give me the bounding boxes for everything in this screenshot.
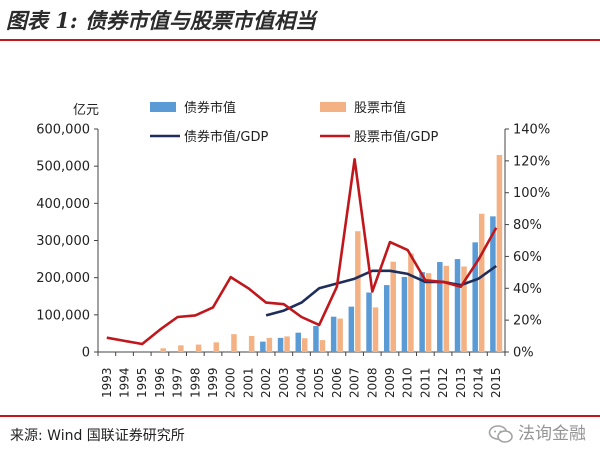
- x-tick-label: 2002: [259, 367, 273, 398]
- y-left-tick-label: 100,000: [36, 308, 90, 323]
- x-tick-label: 1997: [171, 367, 185, 398]
- y-left-unit-label: 亿元: [73, 103, 99, 118]
- x-tick-label: 2015: [489, 367, 503, 398]
- x-tick-label: 1993: [100, 367, 114, 398]
- legend-bond-value-label: 债券市值: [184, 100, 236, 116]
- x-tick-label: 1998: [188, 367, 202, 398]
- y-right-tick-label: 60%: [513, 250, 542, 265]
- stock-value-bar: [266, 337, 273, 352]
- stock-value-bar: [478, 213, 485, 352]
- stock-value-bar: [425, 273, 432, 352]
- y-right-tick-label: 140%: [513, 123, 550, 138]
- x-tick-label: 2007: [348, 367, 362, 398]
- x-tick-label: 2001: [241, 367, 255, 398]
- stock-value-bar: [213, 342, 220, 352]
- y-left-tick-label: 500,000: [36, 160, 90, 175]
- bond-value-bar: [490, 216, 496, 352]
- bond-value-bar: [295, 332, 301, 352]
- x-tick-label: 1994: [118, 367, 132, 398]
- source-note: 来源: Wind 国联证券研究所: [10, 428, 185, 444]
- y-left-tick-label: 600,000: [36, 123, 90, 138]
- bond-value-bar: [472, 242, 478, 352]
- bars-layer: [160, 155, 503, 352]
- x-tick-label: 2000: [224, 367, 238, 398]
- stock-value-bar: [390, 261, 396, 352]
- x-tick-label: 2008: [365, 367, 379, 398]
- legend-bond-value-swatch: [150, 102, 176, 112]
- stock-value-bar: [195, 344, 202, 352]
- y-left-tick-label: 0: [82, 346, 90, 361]
- bond-value-bar: [437, 262, 443, 352]
- source-rule: [0, 415, 600, 417]
- x-tick-label: 2014: [471, 367, 485, 398]
- stock-value-bar: [355, 231, 361, 352]
- figure-title: 图表 1: 债券市值与股票市值相当: [6, 8, 316, 33]
- stock-value-bar: [443, 265, 450, 352]
- bond-value-bar: [454, 259, 461, 352]
- lines-layer: [106, 158, 498, 346]
- stock-value-bar: [408, 253, 414, 352]
- x-tick-label: 2010: [401, 367, 415, 398]
- y-right-tick-label: 0%: [513, 346, 534, 361]
- watermark: 法询金融: [488, 420, 586, 448]
- legend-stock-value-swatch: [320, 102, 346, 112]
- stock-value-bar: [337, 318, 343, 352]
- y-right-tick-label: 40%: [513, 282, 542, 297]
- x-tick-label: 2003: [277, 367, 291, 398]
- y-left-tick-label: 200,000: [36, 271, 90, 286]
- x-tick-label: 2011: [418, 367, 432, 398]
- x-tick-label: 1995: [135, 367, 149, 398]
- bond-value-bar: [366, 292, 372, 352]
- bond-value-bar: [260, 341, 266, 352]
- bond-value-bar: [313, 325, 319, 352]
- x-tick-label: 2005: [312, 367, 326, 398]
- stock-value-bar: [461, 266, 467, 352]
- y-right-tick-label: 20%: [513, 314, 542, 329]
- stock-value-bar: [302, 338, 308, 352]
- watermark-text: 法询金融: [518, 424, 586, 444]
- y-right-tick-label: 80%: [513, 218, 542, 233]
- stock-value-bar: [248, 336, 255, 352]
- stock-value-bar: [496, 155, 503, 352]
- axes: 亿元 0 100,000 200,000 300,000 400,000 500,000 60…: [36, 103, 550, 398]
- y-left-tick-label: 400,000: [36, 197, 90, 212]
- legend-stock-gdp-label: 股票市值/GDP: [354, 129, 438, 145]
- stock-value-bar: [372, 307, 379, 352]
- y-left-tick-label: 300,000: [36, 234, 90, 249]
- bond-value-bar: [401, 276, 408, 352]
- stock-value-bar: [231, 334, 237, 352]
- bond-value-bar: [348, 306, 355, 352]
- bond-value-bar: [383, 285, 390, 352]
- x-tick-label: 2004: [295, 367, 309, 398]
- bond-value-bar: [330, 316, 337, 352]
- stock-value-bar: [160, 348, 166, 352]
- legend-bond-gdp-label: 债券市值/GDP: [184, 129, 268, 145]
- x-tick-label: 2006: [330, 367, 344, 398]
- stock-gdp-line: [106, 158, 498, 346]
- stock-value-bar: [284, 336, 290, 352]
- y-right-tick-label: 120%: [513, 154, 550, 169]
- y-right-tick-label: 100%: [513, 186, 550, 201]
- stock-value-bar: [178, 345, 184, 352]
- wechat-icon: [488, 425, 513, 443]
- title-rule: [0, 39, 600, 41]
- bond-value-bar: [419, 272, 425, 352]
- x-tick-label: 1999: [206, 367, 220, 398]
- x-tick-label: 2012: [436, 367, 450, 398]
- x-tick-label: 2013: [454, 367, 468, 398]
- stock-value-bar: [319, 340, 326, 352]
- legend-stock-value-label: 股票市值: [354, 100, 406, 116]
- x-tick-label: 2009: [383, 367, 397, 398]
- x-tick-label: 1996: [153, 367, 167, 398]
- bond-value-bar: [277, 337, 284, 352]
